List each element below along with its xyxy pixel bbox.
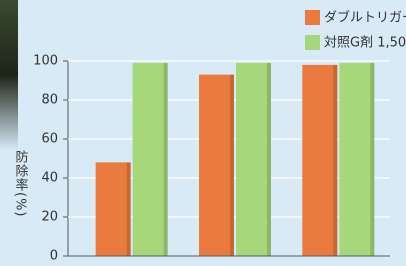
y-tick-label: 0: [50, 249, 58, 264]
legend-swatch: [305, 10, 320, 25]
bar-face: [339, 63, 374, 256]
y-tick-label: 40: [41, 171, 58, 186]
bar: [199, 75, 234, 256]
bar-face: [96, 162, 131, 256]
bar-shade: [333, 65, 337, 256]
y-tick-label: 80: [41, 93, 58, 108]
chart: 防除率(%) 0 20 40 60 80 100 ダブルトリガー液剤 2,000倍対照G剤 …: [0, 0, 406, 266]
bar-shade: [267, 63, 271, 256]
bar: [236, 63, 271, 256]
bar: [339, 63, 374, 256]
bar-face: [302, 65, 337, 256]
bar-shade: [127, 162, 131, 256]
y-axis-label: 防除率(%): [13, 149, 29, 217]
legend-label: 対照G剤 1,500倍: [324, 35, 406, 51]
bar-face: [236, 63, 271, 256]
legend-label: ダブルトリガー液剤 2,000倍: [324, 10, 406, 26]
bar-face: [199, 75, 234, 256]
bar: [302, 65, 337, 256]
bar: [96, 162, 131, 256]
y-tick-label: 60: [41, 132, 58, 147]
bar: [133, 63, 168, 256]
photo-strip: [0, 0, 18, 150]
bar-shade: [230, 75, 234, 256]
bar-shade: [164, 63, 168, 256]
bar-face: [133, 63, 168, 256]
y-tick-label: 20: [41, 210, 58, 225]
bar-shade: [370, 63, 374, 256]
y-tick-label: 100: [33, 54, 58, 69]
legend-swatch: [305, 35, 320, 50]
